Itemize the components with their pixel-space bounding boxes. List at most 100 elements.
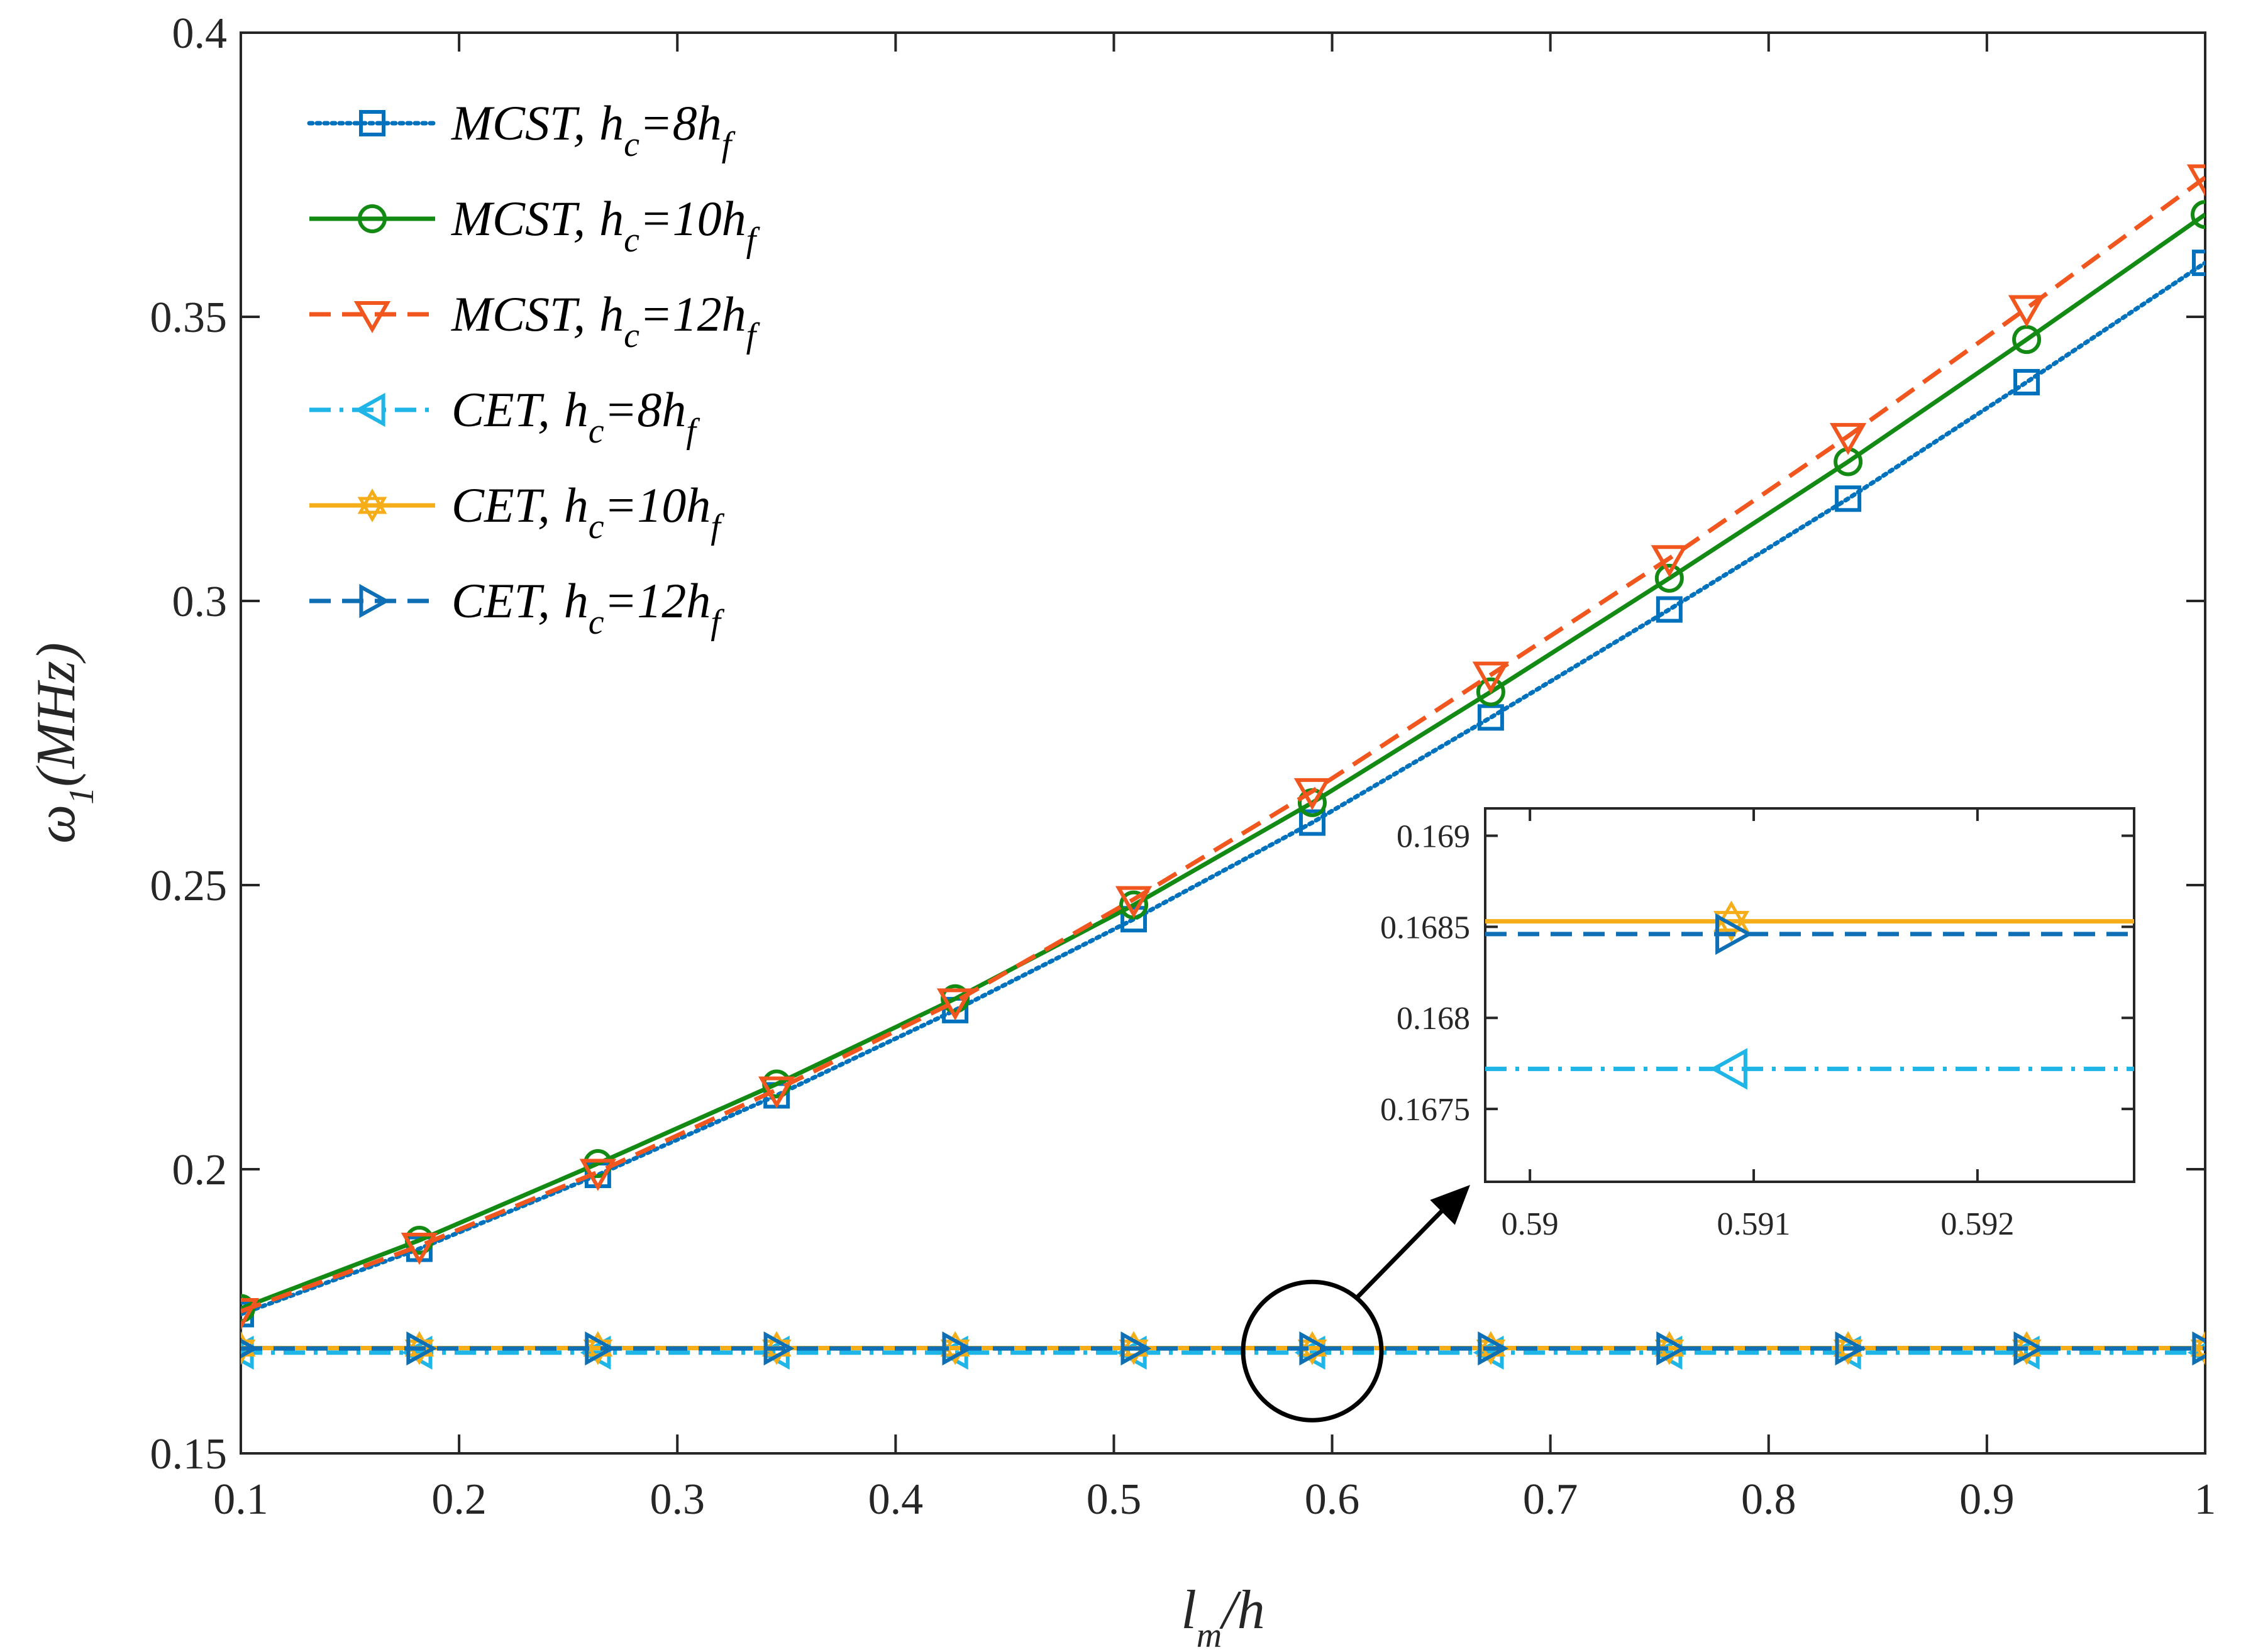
legend-label-theory: CET, — [451, 382, 550, 437]
data-point-marker — [1293, 778, 1331, 810]
x-tick-label: 0.8 — [1741, 1475, 1796, 1524]
legend-label-theory: CET, — [451, 478, 550, 532]
legend-label-eq: =12h — [604, 573, 711, 628]
y-tick-label: 0.35 — [150, 294, 228, 342]
x-tick-label: 1 — [2194, 1475, 2216, 1524]
legend-label-h: h — [564, 478, 589, 532]
series-line — [241, 175, 2205, 1314]
inset-series-cet-hc8 — [1485, 1048, 2134, 1090]
series-line — [241, 260, 2205, 1317]
data-point-marker — [941, 984, 970, 1013]
y-axis-label-tail: (MHz) — [26, 642, 87, 787]
zoom-annotation — [1241, 1185, 1470, 1423]
data-point-marker — [1298, 809, 1325, 836]
legend-label: CET, hc=12hf — [451, 573, 725, 642]
inset-x-tick-label: 0.591 — [1717, 1206, 1791, 1242]
legend-label-eq: =10h — [604, 478, 711, 532]
x-tick-label: 0.7 — [1523, 1475, 1578, 1524]
legend-marker-sample — [359, 110, 385, 136]
legend-label-h: h — [599, 191, 624, 246]
legend-label-h: h — [599, 287, 624, 341]
inset-data-point-marker-tri-down — [1713, 911, 1750, 942]
legend-label-sub-c: c — [624, 221, 639, 260]
legend-entry: CET, hc=12hf — [309, 573, 725, 642]
inset-x-tick-label: 0.59 — [1502, 1206, 1559, 1242]
y-tick-label: 0.2 — [172, 1146, 228, 1194]
legend-marker-sample — [359, 583, 390, 619]
legend-label-theory: CET, — [451, 573, 550, 628]
x-tick-label: 0.4 — [868, 1475, 924, 1524]
x-axis-label-sub: m — [1197, 1616, 1222, 1652]
legend-label-theory: MCST, — [451, 191, 585, 246]
data-point-marker — [2192, 1331, 2205, 1366]
inset-data-point-marker-tri-up — [1713, 900, 1750, 932]
data-point-marker — [2008, 295, 2045, 328]
legend-entry: CET, hc=10hf — [309, 478, 725, 546]
y-tick-label: 0.15 — [150, 1430, 228, 1479]
main-axes: 0.1 0.2 0.3 0.4 0.5 0.6 0.7 0.8 0.9 1 0.15 0.2 0.25 0… — [150, 9, 2216, 1524]
data-point-marker — [1654, 563, 1684, 593]
x-tick-label: 0.6 — [1305, 1475, 1360, 1524]
data-point-marker — [2190, 1331, 2205, 1365]
data-point-marker — [1120, 906, 1148, 933]
data-point-marker — [942, 1331, 973, 1366]
legend-marker-sample — [357, 488, 387, 523]
legend-marker-sample — [358, 204, 387, 233]
legend-marker-sample — [354, 392, 385, 427]
legend-marker-sample-tri-down — [357, 497, 387, 523]
legend-label-sub-c: c — [589, 412, 604, 451]
data-point-marker — [1656, 596, 1683, 623]
data-point-marker — [2013, 368, 2040, 395]
data-point-marker — [758, 1076, 795, 1109]
zoom-region-circle — [1241, 1279, 1384, 1423]
data-point-marker — [1656, 1331, 1688, 1366]
data-point-marker — [1472, 661, 1510, 694]
inset-data-point-marker — [1710, 1048, 1747, 1090]
legend-label-sub-c: c — [589, 603, 604, 642]
inset-y-tick-label: 0.1675 — [1380, 1092, 1470, 1128]
legend-label-theory: MCST, — [451, 287, 585, 341]
zoom-arrow-shaft — [1354, 1196, 1457, 1300]
data-point-marker — [241, 1298, 260, 1331]
inset-y-tick-label: 0.169 — [1397, 818, 1470, 854]
data-point-marker — [1120, 1331, 1152, 1366]
data-point-marker — [406, 1331, 438, 1366]
data-point-marker — [401, 1233, 438, 1265]
legend-marker-sample — [353, 301, 391, 334]
data-point-marker — [1478, 1331, 1509, 1366]
inset-plot-area — [1485, 900, 2134, 1090]
inset-y-tick-label: 0.168 — [1397, 1001, 1470, 1037]
x-tick-label: 0.9 — [1959, 1475, 2015, 1524]
inset-data-point-marker — [1715, 913, 1753, 955]
y-axis-label-main: ω — [26, 805, 87, 844]
series-mcst-hc10 — [241, 200, 2205, 1323]
y-tick-label: 0.4 — [172, 9, 228, 58]
data-point-marker — [1476, 677, 1505, 707]
legend-marker-sample-tri-up — [357, 488, 387, 514]
data-point-marker-tri-up — [2190, 1331, 2205, 1357]
legend-label-h: h — [599, 96, 624, 150]
legend-label: MCST, hc=8hf — [451, 96, 736, 164]
series-line — [241, 212, 2205, 1311]
data-point-marker — [1829, 422, 1867, 455]
legend-label-sub-c: c — [589, 507, 604, 546]
inset-data-point-marker — [1713, 900, 1750, 942]
data-point-marker — [1835, 1331, 1866, 1366]
inset-series-cet-hc12 — [1485, 913, 2134, 955]
legend-entry: MCST, hc=10hf — [309, 191, 761, 260]
main-plot-area — [241, 164, 2205, 1370]
data-point-marker — [1835, 485, 1862, 512]
data-point-marker — [2192, 250, 2205, 277]
x-tick-label: 0.5 — [1087, 1475, 1142, 1524]
y-axis-label: ω1(MHz) — [26, 642, 101, 844]
legend-label-h: h — [564, 573, 589, 628]
inset-x-tick-label: 0.592 — [1940, 1206, 2014, 1242]
legend-entry: MCST, hc=12hf — [309, 287, 761, 355]
legend-label: MCST, hc=12hf — [451, 287, 761, 355]
x-tick-label: 0.1 — [213, 1475, 268, 1524]
legend-label-sub-c: c — [624, 316, 639, 355]
zoom-arrow-head — [1430, 1185, 1470, 1225]
main-axes-box — [240, 31, 2206, 1455]
x-axis-label-main: l — [1181, 1580, 1196, 1641]
